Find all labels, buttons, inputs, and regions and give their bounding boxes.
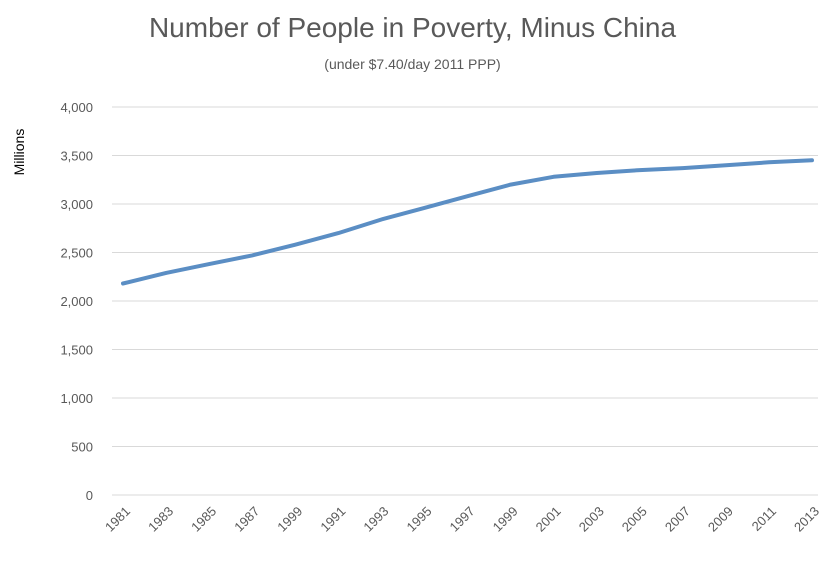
y-tick-label: 0 [86,488,93,503]
series-line [121,158,814,286]
y-tick-label: 3,500 [60,149,93,164]
x-tick-label: 1983 [145,504,176,535]
x-axis-ticks: 1981 1983 1985 1987 1999 1991 1993 1995 1997 1999… [102,504,822,535]
x-tick-label: 1985 [188,504,219,535]
x-tick-label: 1995 [404,504,435,535]
x-tick-label: 2001 [533,504,564,535]
y-tick-label: 2,500 [60,246,93,261]
x-tick-label: 2003 [576,504,607,535]
x-tick-label: 1993 [360,504,391,535]
chart-subtitle: (under $7.40/day 2011 PPP) [324,56,501,72]
x-tick-label: 1999 [274,504,305,535]
gridlines [112,106,818,447]
x-tick-label: 1987 [231,504,262,535]
x-tick-label: 1999 [490,504,521,535]
x-tick-label: 1991 [317,504,348,535]
y-axis-ticks: 0 500 1,000 1,500 2,000 2,500 3,000 3,500 4,000 [60,100,93,503]
y-tick-label: 3,000 [60,197,93,212]
y-tick-label: 500 [71,440,93,455]
x-tick-label: 1981 [102,504,133,535]
x-tick-label: 2007 [662,504,693,535]
y-tick-label: 1,000 [60,391,93,406]
x-tick-label: 2013 [791,504,822,535]
y-tick-label: 4,000 [60,100,93,115]
x-tick-label: 2011 [749,504,779,534]
x-tick-label: 1997 [447,504,478,535]
chart-title: Number of People in Poverty, Minus China [148,12,677,43]
y-axis-label: Millions [11,129,27,176]
x-tick-label: 2005 [619,504,650,535]
y-tick-label: 1,500 [60,343,93,358]
y-tick-label: 2,000 [60,294,93,309]
x-tick-label: 2009 [705,504,736,535]
